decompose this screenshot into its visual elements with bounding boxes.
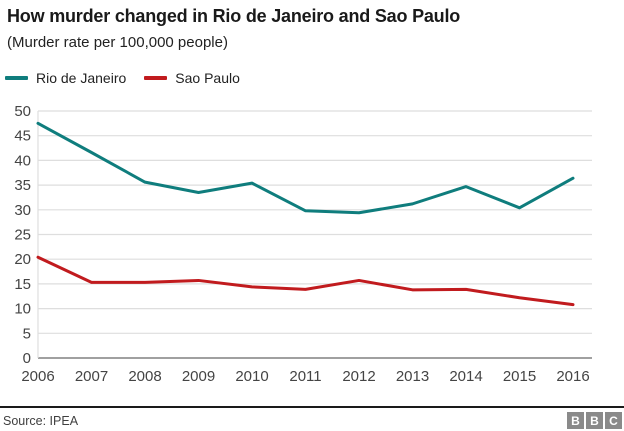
legend-item-rio: Rio de Janeiro	[5, 70, 126, 86]
x-tick-label-2008: 2008	[128, 368, 161, 385]
y-tick-label-0: 0	[23, 350, 31, 367]
rio-line-swatch-icon	[5, 76, 28, 80]
x-tick-label-2012: 2012	[342, 368, 375, 385]
bbc-logo-letter-b1: B	[567, 412, 584, 429]
y-tick-label-5: 5	[23, 325, 31, 342]
y-tick-label-10: 10	[14, 301, 31, 318]
x-tick-label-2011: 2011	[289, 368, 321, 385]
y-tick-label-20: 20	[14, 251, 31, 268]
x-tick-label-2007: 2007	[75, 368, 108, 385]
chart-legend: Rio de Janeiro Sao Paulo	[5, 70, 240, 86]
y-tick-label-25: 25	[14, 227, 31, 244]
bbc-logo-letter-b2: B	[586, 412, 603, 429]
y-tick-label-40: 40	[14, 152, 31, 169]
y-tick-label-30: 30	[14, 202, 31, 219]
footer: Source: IPEA B B C	[0, 406, 624, 431]
chart-subtitle: (Murder rate per 100,000 people)	[7, 34, 228, 51]
legend-label-sao-paulo: Sao Paulo	[175, 70, 240, 86]
x-tick-label-2006: 2006	[21, 368, 54, 385]
legend-label-rio: Rio de Janeiro	[36, 70, 127, 86]
legend-item-sao-paulo: Sao Paulo	[144, 70, 240, 86]
bbc-logo-letter-c: C	[605, 412, 622, 429]
x-tick-label-2013: 2013	[396, 368, 429, 385]
y-tick-label-15: 15	[14, 276, 31, 293]
x-tick-label-2014: 2014	[449, 368, 482, 385]
y-tick-label-45: 45	[14, 128, 31, 145]
bbc-logo: B B C	[567, 412, 622, 429]
y-tick-label-35: 35	[14, 177, 31, 194]
line-series-rio-de-janeiro	[36, 121, 575, 215]
x-tick-label-2016: 2016	[556, 368, 589, 385]
y-tick-label-50: 50	[14, 103, 31, 120]
line-series-sao-paulo	[36, 255, 575, 307]
x-tick-label-2010: 2010	[235, 368, 268, 385]
x-tick-label-2015: 2015	[503, 368, 536, 385]
chart-title: How murder changed in Rio de Janeiro and…	[7, 6, 461, 26]
x-tick-label-2009: 2009	[182, 368, 215, 385]
source-label: Source: IPEA	[3, 413, 79, 428]
murder-rate-line-chart: 0 5 10 15 20 25 30 35 40 45 50 2006 2007 2008 2009 2010…	[14, 103, 592, 385]
sao-paulo-line-swatch-icon	[144, 76, 168, 80]
